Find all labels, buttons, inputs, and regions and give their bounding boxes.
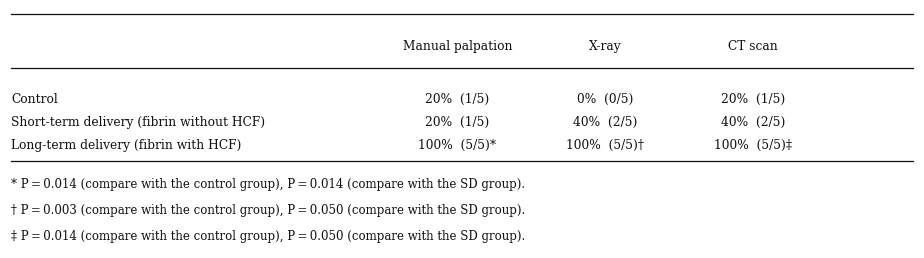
Text: 100%  (5/5)†: 100% (5/5)† <box>566 139 644 152</box>
Text: 100%  (5/5)‡: 100% (5/5)‡ <box>714 139 792 152</box>
Text: 20%  (1/5): 20% (1/5) <box>425 116 490 129</box>
Text: 40%  (2/5): 40% (2/5) <box>573 116 638 129</box>
Text: X-ray: X-ray <box>589 40 622 53</box>
Text: † P = 0.003 (compare with the control group), P = 0.050 (compare with the SD gro: † P = 0.003 (compare with the control gr… <box>11 204 526 217</box>
Text: * P = 0.014 (compare with the control group), P = 0.014 (compare with the SD gro: * P = 0.014 (compare with the control gr… <box>11 178 525 191</box>
Text: CT scan: CT scan <box>728 40 778 53</box>
Text: 20%  (1/5): 20% (1/5) <box>721 93 785 106</box>
Text: Short-term delivery (fibrin without HCF): Short-term delivery (fibrin without HCF) <box>11 116 265 129</box>
Text: 40%  (2/5): 40% (2/5) <box>721 116 785 129</box>
Text: 20%  (1/5): 20% (1/5) <box>425 93 490 106</box>
Text: 0%  (0/5): 0% (0/5) <box>577 93 634 106</box>
Text: 100%  (5/5)*: 100% (5/5)* <box>419 139 496 152</box>
Text: Long-term delivery (fibrin with HCF): Long-term delivery (fibrin with HCF) <box>11 139 241 152</box>
Text: Manual palpation: Manual palpation <box>403 40 512 53</box>
Text: ‡ P = 0.014 (compare with the control group), P = 0.050 (compare with the SD gro: ‡ P = 0.014 (compare with the control gr… <box>11 230 526 243</box>
Text: Control: Control <box>11 93 58 106</box>
